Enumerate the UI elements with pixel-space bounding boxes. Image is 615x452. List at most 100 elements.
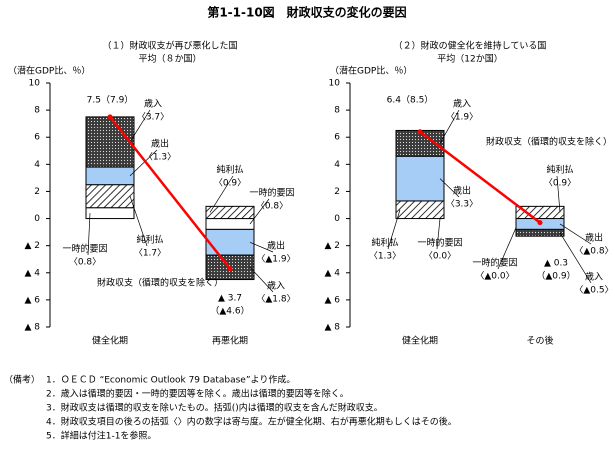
chart-subtitle: 平均（12か国） [437, 53, 502, 65]
x-tick-label: 再悪化期 [212, 335, 248, 347]
balance-point [107, 114, 113, 120]
leader-line [249, 267, 274, 293]
bar-segment [395, 155, 445, 202]
balance-point [417, 129, 423, 135]
segment-value-label: 〈0.0〉 [424, 251, 456, 262]
y-tick-label: ▲ 6 [324, 295, 340, 305]
segment-name: 歳出 [267, 240, 285, 252]
bar-segment [515, 228, 565, 237]
leader-line [249, 241, 274, 253]
balance-value-label: 6.4（8.5） [387, 95, 434, 106]
y-tick-label: ▲ 8 [24, 323, 40, 333]
figure-title: 第1-1-10図 財政収支の変化の要因 [207, 5, 406, 20]
note-item: 1．ＯＥＣＤ “Economic Outlook 79 Database”より作… [46, 374, 295, 386]
bar-segment [85, 207, 135, 220]
bar-segment [85, 166, 135, 186]
y-tick-label: ▲ 2 [24, 241, 40, 251]
balance-point [227, 266, 233, 272]
chart-subtitle: （１）財政収支が再び悪化した国 [102, 40, 237, 52]
segment-value-label: 〈▲0.0〉 [475, 271, 514, 282]
note-item: 3．財政収支は循環的収支を除いたもの。括弧()内は循環的収支を含んだ財政収支。 [46, 402, 383, 414]
bar-segment [205, 205, 255, 220]
segment-name: 一時的要因 [472, 257, 517, 269]
segment-value-label: 〈1.7〉 [134, 248, 166, 259]
balance-value-label: （▲4.6） [210, 306, 249, 317]
y-tick-label: ▲ 6 [24, 295, 40, 305]
segment-value-label: 〈3.7〉 [137, 112, 169, 123]
y-axis-label: （潜在GDP比、％） [330, 65, 412, 77]
y-tick-label: 4 [334, 160, 340, 170]
segment-name: 一時的要因 [417, 237, 462, 249]
leader-line [436, 218, 441, 250]
y-tick-label: ▲ 8 [324, 323, 340, 333]
leader-line [387, 209, 401, 250]
y-tick-label: ▲ 4 [324, 268, 340, 278]
leader-line [129, 196, 148, 247]
segment-value-label: 〈▲0.5〉 [574, 285, 613, 296]
y-tick-label: 10 [29, 79, 41, 89]
note-item: 2．歳入は循環的要因・一時的要因等を除く。歳出は循環的要因等を除く。 [46, 388, 349, 400]
segment-value-label: 〈▲0.8〉 [574, 246, 613, 257]
y-tick-label: 8 [334, 106, 340, 116]
chart-subtitle: 平均（８か国） [138, 53, 201, 65]
y-tick-label: 2 [334, 187, 340, 197]
leader-line [129, 109, 151, 143]
bar-segment [395, 200, 445, 220]
y-tick-label: ▲ 2 [324, 241, 340, 251]
balance-line [419, 130, 541, 224]
x-tick-label: 健全化期 [402, 335, 438, 347]
chart-subtitle: （２）財政の健全化を維持している国 [394, 40, 547, 52]
leader-line [209, 175, 234, 213]
segment-value-label: 〈▲1.8〉 [256, 294, 295, 305]
x-tick-label: 健全化期 [92, 335, 128, 347]
leader-line [87, 213, 91, 256]
segment-name: 歳出 [585, 232, 603, 244]
y-tick-label: 0 [334, 214, 340, 224]
balance-value-label: （▲0.9） [536, 271, 575, 282]
balance-line-name: 財政収支（循環的収支を除く） [97, 277, 223, 289]
bar-segment [205, 218, 255, 230]
segment-name: 純利払 [371, 237, 398, 249]
segment-value-label: 〈3.3〉 [446, 199, 478, 210]
segment-name: 一時的要因 [249, 187, 294, 199]
segment-value-label: 〈0.9〉 [544, 178, 576, 189]
leader-line [129, 149, 158, 177]
segment-name: 一時的要因 [62, 243, 107, 255]
y-tick-label: 2 [34, 187, 40, 197]
bar-segment [515, 205, 565, 220]
bar-segment [205, 228, 255, 256]
segment-name: 純利払 [216, 164, 243, 176]
leader-line [559, 232, 592, 284]
bar-segment [85, 116, 135, 168]
segment-value-label: 〈0.8〉 [256, 201, 288, 212]
y-tick-label: 4 [34, 160, 40, 170]
balance-line [109, 116, 231, 270]
segment-name: 歳入 [585, 271, 603, 283]
segment-name: 純利払 [546, 164, 573, 176]
segment-name: 歳入 [144, 98, 162, 110]
y-tick-label: ▲ 4 [24, 268, 40, 278]
leader-line [249, 198, 270, 225]
segment-value-label: 〈1.9〉 [446, 112, 478, 123]
note-item: 4．財政収支項目の後ろの括弧〈〉内の数字は寄与度。左が健全化期、右が再悪化期もし… [46, 416, 457, 428]
leader-line [439, 109, 460, 144]
y-tick-label: 6 [334, 133, 340, 143]
x-tick-label: その後 [526, 335, 553, 347]
balance-value-label: ▲ 3.7 [218, 294, 242, 304]
segment-value-label: 〈1.3〉 [369, 251, 401, 262]
segment-name: 歳出 [453, 185, 471, 197]
bar-segment [85, 184, 135, 209]
balance-point [537, 220, 543, 226]
balance-line-name: 財政収支（循環的収支を除く） [486, 136, 612, 148]
y-tick-label: 10 [329, 79, 341, 89]
segment-value-label: 〈0.8〉 [69, 257, 101, 268]
leader-line [439, 178, 460, 198]
leader-line [556, 175, 561, 213]
note-item: 5．詳細は付注1-1を参照。 [46, 430, 156, 442]
segment-name: 純利払 [136, 234, 163, 246]
segment-value-label: 〈1.3〉 [144, 152, 176, 163]
y-tick-label: 8 [34, 106, 40, 116]
y-axis-label: （潜在GDP比、％） [8, 65, 90, 77]
segment-value-label: 〈0.9〉 [214, 178, 246, 189]
